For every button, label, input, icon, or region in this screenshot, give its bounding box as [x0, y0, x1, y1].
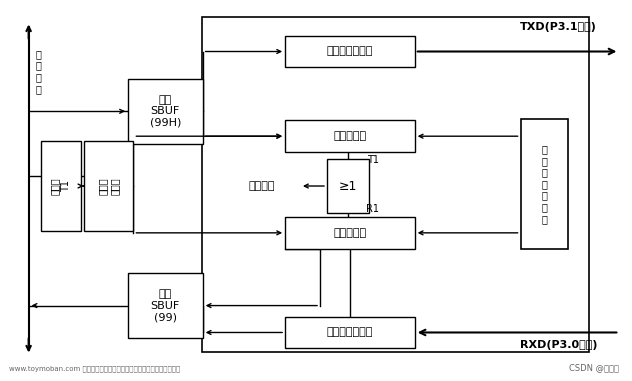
Text: R1: R1: [367, 204, 379, 214]
Bar: [285, 317, 415, 348]
Text: www.toymoban.com 网络图片仅供展示，非存储，如有侵权请联系删除。: www.toymoban.com 网络图片仅供展示，非存储，如有侵权请联系删除。: [9, 366, 180, 372]
Text: 波特率
发生器: 波特率 发生器: [98, 177, 119, 195]
Text: CSDN @咋鱼弟: CSDN @咋鱼弟: [569, 363, 619, 372]
Bar: [128, 273, 203, 338]
Bar: [83, 141, 133, 231]
Text: TXD(P3.1引脚): TXD(P3.1引脚): [520, 22, 597, 32]
Text: 接收控制器: 接收控制器: [333, 228, 367, 238]
Bar: [521, 119, 568, 249]
Bar: [285, 217, 415, 249]
Text: ≥1: ≥1: [339, 179, 357, 192]
Bar: [40, 141, 80, 231]
Bar: [327, 158, 369, 213]
Text: 串
行
控
制
寄
存
器: 串 行 控 制 寄 存 器: [542, 144, 547, 224]
Text: T1: T1: [367, 155, 379, 165]
Bar: [285, 120, 415, 152]
Text: 发送控制器: 发送控制器: [333, 131, 367, 141]
Text: 输入移位控制器: 输入移位控制器: [327, 328, 373, 338]
Text: 接收
SBUF
(99): 接收 SBUF (99): [150, 289, 180, 322]
Text: RXD(P3.0引脚): RXD(P3.0引脚): [520, 341, 597, 351]
Text: 串口中断: 串口中断: [249, 181, 276, 191]
Text: 输出移位寄存器: 输出移位寄存器: [327, 46, 373, 56]
Bar: [128, 79, 203, 144]
Text: 发送
SBUF
(99H): 发送 SBUF (99H): [150, 95, 181, 128]
Bar: [202, 17, 590, 352]
Bar: [285, 35, 415, 67]
Text: 定时器
T1: 定时器 T1: [50, 177, 71, 195]
Text: 内
部
总
线: 内 部 总 线: [35, 49, 42, 94]
